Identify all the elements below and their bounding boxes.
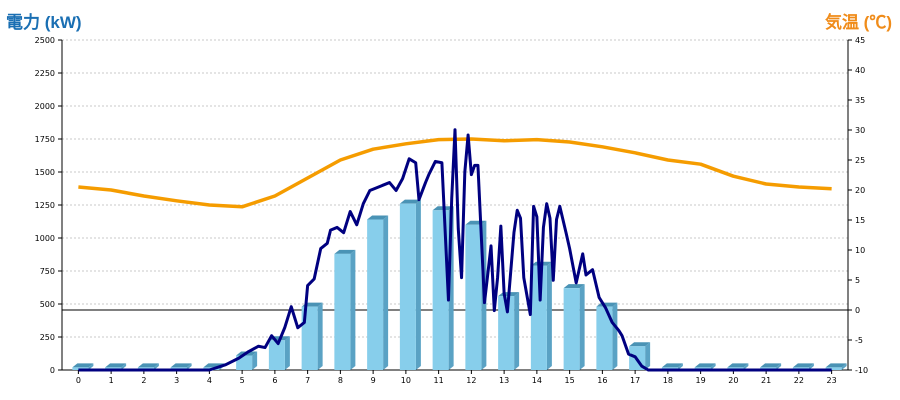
bar-side-1 xyxy=(121,363,127,370)
bar-top-0 xyxy=(72,363,94,368)
x-tick-label-13: 13 xyxy=(499,376,509,385)
left-tick-label-1: 250 xyxy=(40,333,55,342)
bar-top-19 xyxy=(694,363,716,368)
bar-side-18 xyxy=(677,363,683,370)
bar-8 xyxy=(334,253,351,370)
bar-23 xyxy=(825,367,842,370)
bar-top-15 xyxy=(563,284,585,289)
bar-top-2 xyxy=(137,363,159,368)
right-tick-label-10: 40 xyxy=(855,66,865,75)
x-tick-label-2: 2 xyxy=(141,376,146,385)
x-tick-label-12: 12 xyxy=(466,376,476,385)
right-tick-label-2: 0 xyxy=(855,306,860,315)
bar-side-16 xyxy=(612,302,618,370)
right-tick-label-9: 35 xyxy=(855,96,865,105)
bar-side-14 xyxy=(546,261,552,370)
x-tick-label-7: 7 xyxy=(305,376,310,385)
left-tick-label-9: 2250 xyxy=(35,69,55,78)
bar-5 xyxy=(236,355,253,370)
left-tick-label-8: 2000 xyxy=(35,102,55,111)
bar-side-6 xyxy=(284,336,290,370)
x-tick-label-21: 21 xyxy=(761,376,771,385)
right-tick-label-0: -10 xyxy=(855,366,868,375)
x-tick-label-10: 10 xyxy=(401,376,411,385)
right-tick-label-3: 5 xyxy=(855,276,860,285)
bar-16 xyxy=(596,306,613,370)
bar-6 xyxy=(268,340,285,370)
bar-side-3 xyxy=(186,363,192,370)
bar-top-17 xyxy=(629,342,651,347)
bar-13 xyxy=(498,296,515,370)
bar-side-21 xyxy=(776,363,782,370)
left-axis-title: 電力 (kW) xyxy=(6,13,82,32)
x-tick-label-16: 16 xyxy=(597,376,607,385)
x-tick-label-4: 4 xyxy=(207,376,212,385)
bar-side-7 xyxy=(317,302,323,370)
x-tick-label-19: 19 xyxy=(696,376,706,385)
right-tick-label-1: -5 xyxy=(855,336,863,345)
bar-side-15 xyxy=(579,284,585,370)
bar-12 xyxy=(465,224,482,370)
x-tick-label-11: 11 xyxy=(434,376,444,385)
right-tick-label-5: 15 xyxy=(855,216,865,225)
x-tick-label-15: 15 xyxy=(565,376,575,385)
bar-side-8 xyxy=(350,249,356,370)
bar-side-10 xyxy=(415,199,421,370)
bar-side-20 xyxy=(743,363,749,370)
bar-top-23 xyxy=(825,363,847,368)
bar-top-1 xyxy=(105,363,127,368)
bar-side-2 xyxy=(153,363,159,370)
bar-side-13 xyxy=(514,292,520,370)
left-tick-label-3: 750 xyxy=(40,267,55,276)
right-tick-label-11: 45 xyxy=(855,36,865,45)
bar-side-19 xyxy=(710,363,716,370)
left-tick-label-2: 500 xyxy=(40,300,55,309)
bar-top-22 xyxy=(792,363,814,368)
x-tick-label-6: 6 xyxy=(272,376,277,385)
x-tick-label-8: 8 xyxy=(338,376,343,385)
left-tick-label-4: 1000 xyxy=(35,234,55,243)
bar-top-20 xyxy=(727,363,749,368)
x-tick-label-1: 1 xyxy=(109,376,114,385)
right-tick-label-8: 30 xyxy=(855,126,865,135)
power-line xyxy=(78,128,832,372)
bar-top-8 xyxy=(334,249,356,254)
bar-side-5 xyxy=(252,351,258,370)
bar-top-9 xyxy=(367,215,389,220)
x-tick-label-5: 5 xyxy=(240,376,245,385)
left-tick-label-10: 2500 xyxy=(35,36,55,45)
bar-side-17 xyxy=(645,342,651,370)
right-tick-label-6: 20 xyxy=(855,186,865,195)
bar-side-23 xyxy=(841,363,847,370)
bar-side-9 xyxy=(383,215,389,370)
x-tick-label-18: 18 xyxy=(663,376,673,385)
x-tick-label-3: 3 xyxy=(174,376,179,385)
left-tick-label-7: 1750 xyxy=(35,135,55,144)
right-tick-label-7: 25 xyxy=(855,156,865,165)
left-tick-label-6: 1500 xyxy=(35,168,55,177)
bar-9 xyxy=(367,219,384,370)
bar-15 xyxy=(563,288,580,370)
bar-10 xyxy=(399,203,416,370)
bar-side-0 xyxy=(88,363,94,370)
bar-top-3 xyxy=(170,363,192,368)
x-tick-label-9: 9 xyxy=(371,376,376,385)
bar-side-22 xyxy=(808,363,814,370)
bar-top-10 xyxy=(399,199,421,204)
bar-top-18 xyxy=(661,363,683,368)
x-tick-label-23: 23 xyxy=(827,376,837,385)
x-tick-label-0: 0 xyxy=(76,376,81,385)
right-axis-title: 気温 (℃) xyxy=(824,13,892,32)
x-tick-label-14: 14 xyxy=(532,376,542,385)
x-tick-label-22: 22 xyxy=(794,376,804,385)
x-tick-label-17: 17 xyxy=(630,376,640,385)
x-tick-label-20: 20 xyxy=(728,376,738,385)
left-tick-label-0: 0 xyxy=(50,366,55,375)
left-tick-label-5: 1250 xyxy=(35,201,55,210)
bar-top-21 xyxy=(760,363,782,368)
bar-14 xyxy=(530,265,547,370)
right-tick-label-4: 10 xyxy=(855,246,865,255)
